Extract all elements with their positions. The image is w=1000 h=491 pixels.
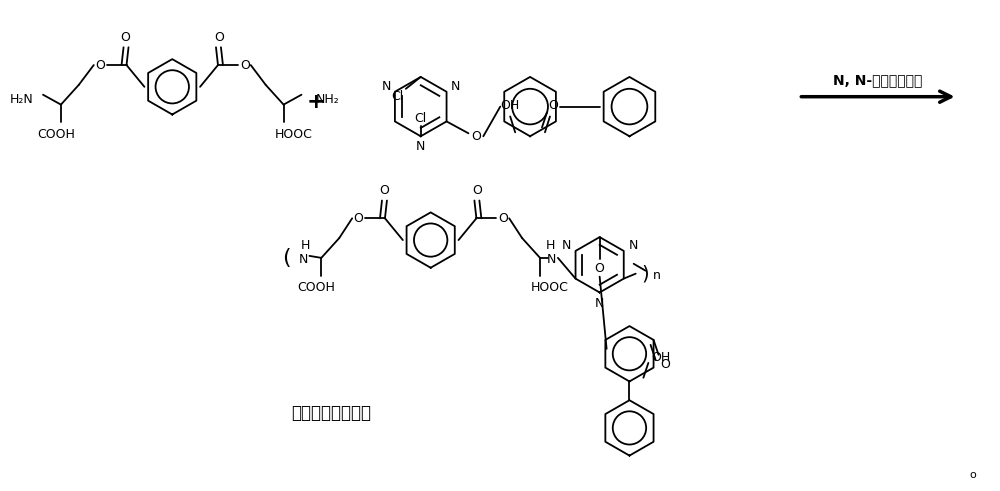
- Text: +: +: [307, 92, 326, 111]
- Text: O: O: [353, 212, 363, 225]
- Text: O: O: [661, 358, 670, 371]
- Text: N: N: [299, 253, 308, 266]
- Text: N: N: [547, 253, 557, 266]
- Text: COOH: COOH: [37, 128, 75, 141]
- Text: O: O: [595, 262, 605, 275]
- Text: N, N-二异丙基乙胺: N, N-二异丙基乙胺: [833, 73, 923, 87]
- Text: O: O: [214, 31, 224, 44]
- Text: n: n: [653, 269, 660, 282]
- Text: OH: OH: [652, 352, 671, 364]
- Text: Cl: Cl: [415, 112, 427, 125]
- Text: COOH: COOH: [297, 281, 335, 294]
- Text: H₂N: H₂N: [9, 93, 33, 106]
- Text: N: N: [416, 139, 425, 153]
- Text: NH₂: NH₂: [315, 93, 339, 106]
- Text: N: N: [382, 81, 391, 93]
- Text: N: N: [450, 81, 460, 93]
- Text: OH: OH: [501, 99, 520, 112]
- Text: O: O: [121, 31, 130, 44]
- Text: O: O: [95, 58, 105, 72]
- Text: (: (: [282, 248, 291, 268]
- Text: HOOC: HOOC: [531, 281, 569, 294]
- Text: O: O: [471, 130, 481, 143]
- Text: Cl: Cl: [392, 90, 404, 103]
- Text: H: H: [301, 240, 310, 252]
- Text: O: O: [498, 212, 508, 225]
- Text: O: O: [240, 58, 250, 72]
- Text: O: O: [379, 184, 389, 197]
- Text: H: H: [545, 240, 555, 252]
- Text: 聚合物紫外吸收剂: 聚合物紫外吸收剂: [291, 404, 371, 422]
- Text: O: O: [548, 99, 558, 112]
- Text: ): ): [642, 264, 649, 283]
- Text: o: o: [969, 470, 976, 480]
- Text: O: O: [472, 184, 482, 197]
- Text: N: N: [629, 239, 638, 252]
- Text: N: N: [561, 239, 571, 252]
- Text: N: N: [595, 297, 604, 310]
- Text: HOOC: HOOC: [275, 128, 312, 141]
